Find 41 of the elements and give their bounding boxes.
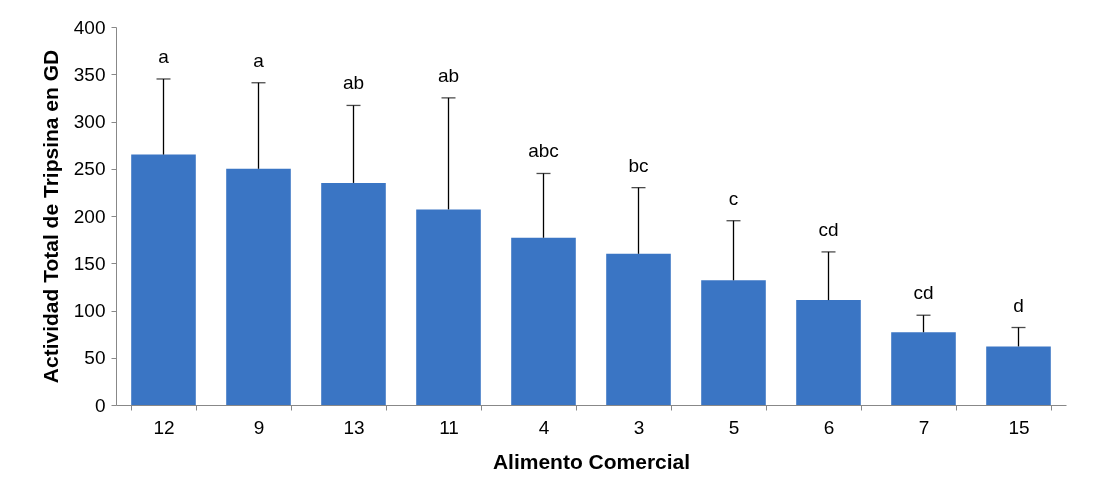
x-tick-label: 6 [823, 416, 835, 438]
bar [226, 168, 291, 405]
x-tick-label: 13 [343, 416, 365, 438]
bar [891, 332, 956, 405]
bar [131, 154, 196, 405]
annotation: c [728, 187, 739, 209]
x-tick-label: 11 [439, 416, 459, 438]
y-tick-label: 50 [84, 347, 106, 369]
y-tick-label: 350 [73, 63, 106, 85]
bar [796, 300, 861, 405]
annotation: a [158, 45, 170, 67]
x-tick-label: 12 [153, 416, 175, 438]
y-tick-label: 400 [73, 16, 106, 38]
x-tick-label: 7 [918, 416, 930, 438]
x-tick-label: 4 [538, 416, 550, 438]
annotation: ab [342, 72, 365, 94]
annotation: abc [528, 140, 559, 162]
x-axis-title: Alimento Comercial [492, 449, 691, 473]
annotation: cd [913, 282, 934, 304]
annotation: ab [437, 64, 460, 86]
x-tick-label: 9 [253, 416, 265, 438]
bar [986, 346, 1051, 405]
y-tick-label: 250 [73, 158, 106, 180]
bar [416, 209, 481, 405]
y-tick-label: 100 [73, 300, 106, 321]
y-tick-label: 300 [73, 111, 106, 132]
annotation: a [253, 49, 265, 71]
x-tick-label: 3 [633, 416, 645, 438]
y-tick-label: 150 [73, 252, 106, 274]
y-tick-label: 0 [94, 394, 106, 416]
x-tick-label: 5 [728, 416, 740, 438]
y-tick-label: 200 [73, 205, 106, 227]
bar [321, 182, 386, 405]
annotation: bc [628, 154, 649, 176]
annotation: cd [818, 218, 839, 240]
annotation: d [1013, 294, 1024, 316]
bar [511, 237, 576, 405]
bar [606, 253, 671, 405]
bar [701, 280, 766, 405]
y-axis-title: Actividad Total de Tripsina en GD [38, 49, 62, 384]
x-tick-label: 15 [1008, 416, 1030, 438]
